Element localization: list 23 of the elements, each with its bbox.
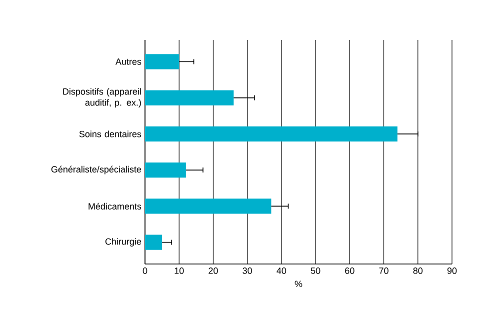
x-tick-label: 40 bbox=[276, 268, 286, 274]
x-tick-label: 70 bbox=[379, 268, 388, 274]
y-tick-label: Dispositifs (appareil auditif, p. ex.) bbox=[63, 88, 141, 108]
bar bbox=[145, 234, 162, 250]
bar bbox=[145, 198, 272, 214]
x-axis-title: % bbox=[294, 280, 302, 288]
x-tick-label: 80 bbox=[413, 268, 423, 274]
bar bbox=[145, 162, 186, 178]
x-tick-label: 10 bbox=[174, 268, 184, 274]
x-tick-label: 90 bbox=[447, 268, 457, 274]
y-tick-label: Soins dentaires bbox=[79, 130, 142, 138]
bar bbox=[145, 90, 234, 106]
y-tick-label: Médicaments bbox=[88, 202, 142, 210]
y-tick-label: Autres bbox=[115, 58, 142, 65]
bar bbox=[145, 54, 180, 70]
x-tick-label: 0 bbox=[142, 268, 148, 274]
x-tick-label: 50 bbox=[310, 268, 320, 274]
x-tick-label: 30 bbox=[242, 268, 252, 274]
y-tick-label: Généraliste/spécialiste bbox=[51, 166, 142, 174]
bar bbox=[145, 126, 398, 142]
x-tick-label: 20 bbox=[208, 268, 218, 274]
x-tick-label: 60 bbox=[345, 268, 354, 274]
y-tick-label: Chirurgie bbox=[105, 238, 142, 247]
